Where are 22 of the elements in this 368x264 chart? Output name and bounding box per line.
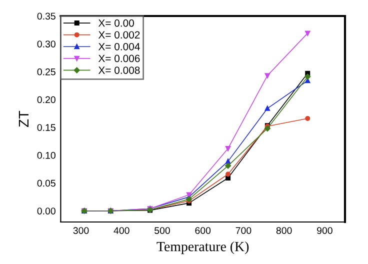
y-tick-label: 0.20 — [37, 96, 56, 104]
legend-label: X= 0.006 — [98, 54, 140, 62]
y-axis-title: ZT — [18, 110, 28, 128]
y-tick-label: 0.25 — [37, 68, 56, 76]
y-tick-label: 0.00 — [37, 208, 56, 214]
x-tick-label: 500 — [154, 227, 170, 234]
x-tick-label: 900 — [317, 227, 332, 234]
y-tick-label: 0.05 — [37, 180, 56, 187]
x-tick-label: 600 — [195, 227, 211, 234]
y-tick-label: 0.35 — [37, 12, 56, 20]
x-tick-label: 700 — [236, 227, 252, 234]
legend-label: X= 0.004 — [98, 42, 140, 50]
legend-label: X= 0.002 — [98, 31, 140, 39]
x-tick-label: 300 — [73, 227, 89, 234]
y-tick-label: 0.10 — [37, 152, 56, 159]
x-tick-label: 800 — [276, 227, 292, 234]
x-axis-title: Temperature (K) — [156, 241, 249, 254]
y-tick-label: 0.15 — [37, 124, 56, 131]
x-tick-label: 400 — [114, 227, 130, 234]
legend-label: X= 0.008 — [98, 66, 140, 74]
legend-label: X= 0.00 — [98, 19, 134, 27]
y-tick-label: 0.30 — [37, 40, 56, 48]
